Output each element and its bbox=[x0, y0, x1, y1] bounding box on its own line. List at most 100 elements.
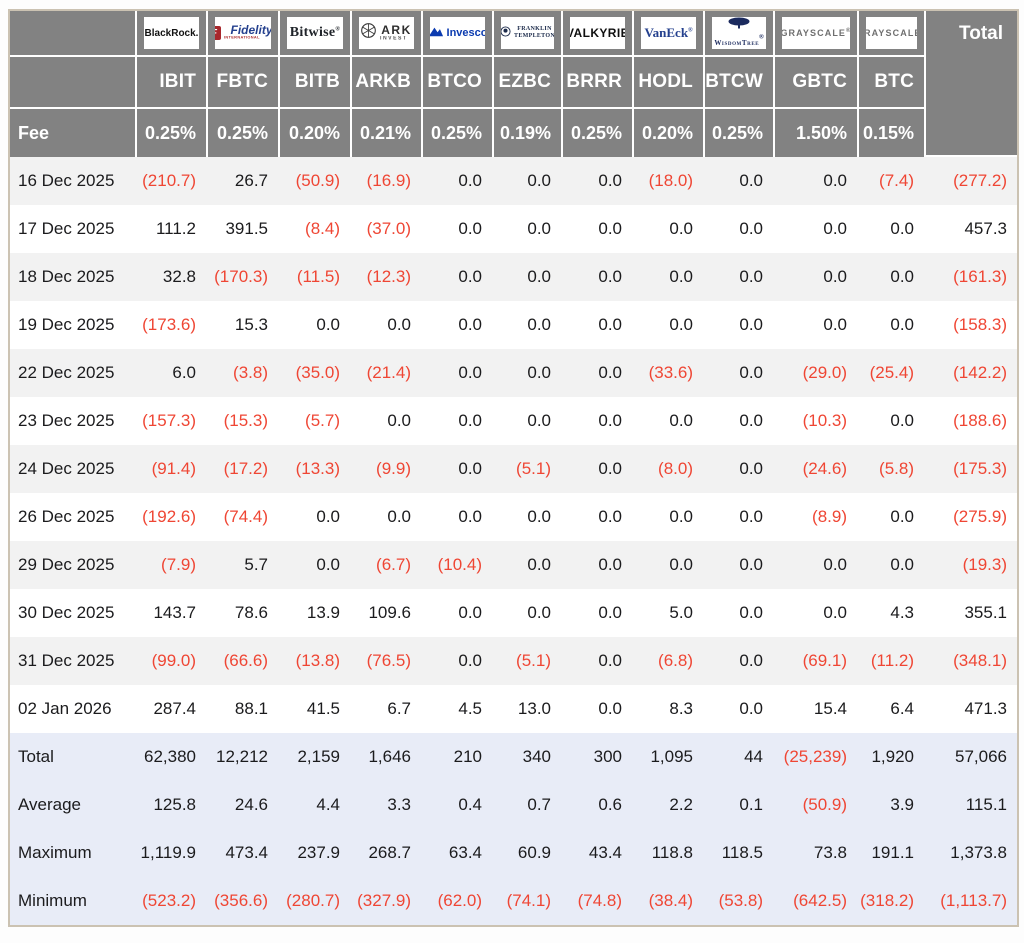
franklin-logo: FRANKLIN TEMPLETON bbox=[501, 17, 554, 49]
flow-cell: 4.3 bbox=[857, 589, 924, 637]
flow-cell: 0.0 bbox=[421, 349, 492, 397]
flow-cell: 0.0 bbox=[492, 253, 561, 301]
flow-cell: 340 bbox=[492, 733, 561, 781]
flow-cell: 26.7 bbox=[206, 157, 278, 205]
flow-cell: (10.3) bbox=[773, 397, 857, 445]
flow-cell: 0.0 bbox=[703, 493, 773, 541]
invesco-header-cell: Invesco bbox=[421, 11, 492, 57]
etf-flow-table: BlackRock.FFidelityINTERNATIONAL Bitwise®… bbox=[8, 9, 1019, 927]
daily-flow-row: 19 Dec 2025 (173.6) 15.3 0.0 0.0 0.0 0.0 0.0 0.0… bbox=[10, 301, 1017, 349]
corner-cell bbox=[10, 11, 135, 57]
flow-cell: 0.0 bbox=[492, 493, 561, 541]
fee-row-label: Fee bbox=[10, 109, 135, 157]
flow-cell: (173.6) bbox=[135, 301, 206, 349]
flow-cell: 0.0 bbox=[492, 205, 561, 253]
flow-cell: 0.0 bbox=[857, 253, 924, 301]
flow-cell: 6.7 bbox=[350, 685, 421, 733]
flow-cell: 0.0 bbox=[857, 301, 924, 349]
flow-cell: 5.0 bbox=[632, 589, 703, 637]
flow-cell: 0.0 bbox=[857, 493, 924, 541]
flow-cell: (69.1) bbox=[773, 637, 857, 685]
flow-cell: 0.0 bbox=[857, 205, 924, 253]
fee-cell: 0.21% bbox=[350, 109, 421, 157]
row-total-cell: (142.2) bbox=[924, 349, 1017, 397]
flow-cell: 0.0 bbox=[421, 397, 492, 445]
flow-cell: 32.8 bbox=[135, 253, 206, 301]
flow-cell: 43.4 bbox=[561, 829, 632, 877]
flow-cell: (25,239) bbox=[773, 733, 857, 781]
flow-cell: 0.0 bbox=[773, 157, 857, 205]
wisdomtree-tree-icon bbox=[727, 17, 751, 33]
flow-cell: 0.0 bbox=[703, 349, 773, 397]
summary-row: Total 62,380 12,212 2,159 1,646 210 340 300 1,09… bbox=[10, 733, 1017, 781]
brand-name: GRAYSCALE bbox=[782, 28, 847, 38]
flow-cell: 0.0 bbox=[857, 541, 924, 589]
daily-flow-row: 18 Dec 2025 32.8 (170.3) (11.5) (12.3) 0.0 0.0… bbox=[10, 253, 1017, 301]
fee-cell: 0.19% bbox=[492, 109, 561, 157]
flow-cell: (35.0) bbox=[278, 349, 350, 397]
flow-cell: 0.0 bbox=[561, 349, 632, 397]
flow-cell: 15.3 bbox=[206, 301, 278, 349]
flow-cell: 0.0 bbox=[703, 685, 773, 733]
flow-cell: 0.0 bbox=[421, 637, 492, 685]
flow-cell: (16.9) bbox=[350, 157, 421, 205]
fee-cell: 0.15% bbox=[857, 109, 924, 157]
summary-row: Average 125.8 24.6 4.4 3.3 0.4 0.7 0.6 2.2 0.1 (50… bbox=[10, 781, 1017, 829]
flow-cell: 287.4 bbox=[135, 685, 206, 733]
flow-cell: 0.7 bbox=[492, 781, 561, 829]
flow-cell: (356.6) bbox=[206, 877, 278, 925]
date-cell: 29 Dec 2025 bbox=[10, 541, 135, 589]
flow-cell: 1,119.9 bbox=[135, 829, 206, 877]
flow-cell: 0.0 bbox=[561, 301, 632, 349]
flow-cell: 3.3 bbox=[350, 781, 421, 829]
date-cell: 30 Dec 2025 bbox=[10, 589, 135, 637]
blackrock-header-cell: BlackRock. bbox=[135, 11, 206, 57]
flow-cell: 0.0 bbox=[421, 445, 492, 493]
flow-cell: 0.0 bbox=[350, 301, 421, 349]
flow-cell: 0.0 bbox=[703, 157, 773, 205]
flow-cell: (642.5) bbox=[773, 877, 857, 925]
row-total-cell: (175.3) bbox=[924, 445, 1017, 493]
daily-flow-row: 23 Dec 2025 (157.3) (15.3) (5.7) 0.0 0.0 0.0 0.… bbox=[10, 397, 1017, 445]
flow-cell: 4.5 bbox=[421, 685, 492, 733]
row-total-cell: (19.3) bbox=[924, 541, 1017, 589]
row-total-cell: (1,113.7) bbox=[924, 877, 1017, 925]
flow-cell: 111.2 bbox=[135, 205, 206, 253]
summary-row: Maximum 1,119.9 473.4 237.9 268.7 63.4 60.9 43.… bbox=[10, 829, 1017, 877]
flow-cell: 4.4 bbox=[278, 781, 350, 829]
flow-cell: (11.2) bbox=[857, 637, 924, 685]
flow-cell: 0.0 bbox=[703, 445, 773, 493]
brand-wordmark: ARK INVEST bbox=[360, 22, 412, 44]
fee-cell: 0.25% bbox=[703, 109, 773, 157]
ticker-cell: IBIT bbox=[135, 57, 206, 109]
flow-cell: (8.4) bbox=[278, 205, 350, 253]
flow-cell: (74.1) bbox=[492, 877, 561, 925]
ticker-cell: BTCO bbox=[421, 57, 492, 109]
flow-cell: (62.0) bbox=[421, 877, 492, 925]
brand-wordmark: VALKYRIE bbox=[570, 26, 625, 40]
flow-cell: (17.2) bbox=[206, 445, 278, 493]
bitwise-logo: Bitwise® bbox=[287, 17, 343, 49]
date-cell: 23 Dec 2025 bbox=[10, 397, 135, 445]
flow-cell: 0.0 bbox=[561, 541, 632, 589]
flow-cell: (37.0) bbox=[350, 205, 421, 253]
daily-flow-row: 30 Dec 2025 143.7 78.6 13.9 109.6 0.0 0.0 0.0 5.… bbox=[10, 589, 1017, 637]
fee-cell: 1.50% bbox=[773, 109, 857, 157]
brand-wordmark: Invesco bbox=[430, 26, 485, 40]
daily-flow-row: 26 Dec 2025 (192.6) (74.4) 0.0 0.0 0.0 0.0 0.0 0… bbox=[10, 493, 1017, 541]
flow-cell: 0.0 bbox=[561, 637, 632, 685]
ticker-row-blank bbox=[10, 57, 135, 109]
flow-cell: (192.6) bbox=[135, 493, 206, 541]
flow-cell: 0.1 bbox=[703, 781, 773, 829]
flow-cell: 2,159 bbox=[278, 733, 350, 781]
flow-cell: 8.3 bbox=[632, 685, 703, 733]
bitwise-header-cell: Bitwise® bbox=[278, 11, 350, 57]
brand-wordmark: FRANKLIN TEMPLETON bbox=[501, 24, 554, 42]
flow-cell: 0.0 bbox=[703, 301, 773, 349]
flow-cell: (6.8) bbox=[632, 637, 703, 685]
daily-flow-row: 02 Jan 2026 287.4 88.1 41.5 6.7 4.5 13.0 0.0 8.3… bbox=[10, 685, 1017, 733]
ticker-cell: GBTC bbox=[773, 57, 857, 109]
grayscale-header-cell: GRAYSCALE® bbox=[773, 11, 857, 57]
ticker-cell: FBTC bbox=[206, 57, 278, 109]
